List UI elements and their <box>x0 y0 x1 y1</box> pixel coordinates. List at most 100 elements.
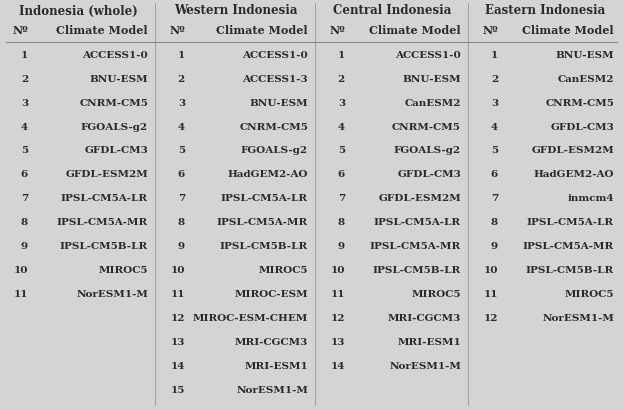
Text: HadGEM2-AO: HadGEM2-AO <box>533 170 614 179</box>
Text: CNRM-CM5: CNRM-CM5 <box>545 98 614 107</box>
Text: 1: 1 <box>491 50 498 59</box>
Text: 10: 10 <box>171 266 185 275</box>
Text: 12: 12 <box>483 314 498 323</box>
Text: 2: 2 <box>338 74 345 83</box>
Text: 11: 11 <box>14 290 28 299</box>
Text: 7: 7 <box>178 194 185 203</box>
Text: CNRM-CM5: CNRM-CM5 <box>239 122 308 131</box>
Text: MIROC5: MIROC5 <box>564 290 614 299</box>
Text: IPSL-CM5A-MR: IPSL-CM5A-MR <box>523 242 614 251</box>
Text: 4: 4 <box>178 122 185 131</box>
Text: 4: 4 <box>21 122 28 131</box>
Text: 3: 3 <box>491 98 498 107</box>
Text: BNU-ESM: BNU-ESM <box>402 74 461 83</box>
Text: GFDL-CM3: GFDL-CM3 <box>84 146 148 155</box>
Text: 5: 5 <box>178 146 185 155</box>
Text: 12: 12 <box>171 314 185 323</box>
Text: 10: 10 <box>330 266 345 275</box>
Text: Climate Model: Climate Model <box>522 25 614 36</box>
Text: 8: 8 <box>178 218 185 227</box>
Text: 14: 14 <box>171 362 185 371</box>
Text: IPSL-CM5A-LR: IPSL-CM5A-LR <box>61 194 148 203</box>
Text: 8: 8 <box>491 218 498 227</box>
Text: BNU-ESM: BNU-ESM <box>555 50 614 59</box>
Text: Nº: Nº <box>169 25 185 36</box>
Text: 9: 9 <box>491 242 498 251</box>
Text: 6: 6 <box>491 170 498 179</box>
Text: Eastern Indonesia: Eastern Indonesia <box>485 4 605 18</box>
Text: MIROC-ESM-CHEM: MIROC-ESM-CHEM <box>193 314 308 323</box>
Text: MRI-ESM1: MRI-ESM1 <box>244 362 308 371</box>
Text: ACCESS1-0: ACCESS1-0 <box>242 50 308 59</box>
Text: FGOALS-g2: FGOALS-g2 <box>394 146 461 155</box>
Text: 1: 1 <box>21 50 28 59</box>
Text: MRI-CGCM3: MRI-CGCM3 <box>235 338 308 347</box>
Text: 3: 3 <box>178 98 185 107</box>
Text: 2: 2 <box>491 74 498 83</box>
Text: MIROC-ESM: MIROC-ESM <box>234 290 308 299</box>
Text: FGOALS-g2: FGOALS-g2 <box>81 122 148 131</box>
Text: Nº: Nº <box>12 25 28 36</box>
Text: Nº: Nº <box>329 25 345 36</box>
Text: IPSL-CM5A-LR: IPSL-CM5A-LR <box>221 194 308 203</box>
Text: Western Indonesia: Western Indonesia <box>174 4 298 18</box>
Text: 6: 6 <box>21 170 28 179</box>
Text: MIROC5: MIROC5 <box>412 290 461 299</box>
Text: Indonesia (whole): Indonesia (whole) <box>19 4 138 18</box>
Text: 11: 11 <box>330 290 345 299</box>
Text: IPSL-CM5A-LR: IPSL-CM5A-LR <box>527 218 614 227</box>
Text: Climate Model: Climate Model <box>369 25 461 36</box>
Text: ACCESS1-0: ACCESS1-0 <box>395 50 461 59</box>
Text: 6: 6 <box>338 170 345 179</box>
Text: Climate Model: Climate Model <box>56 25 148 36</box>
Text: 13: 13 <box>331 338 345 347</box>
Text: IPSL-CM5B-LR: IPSL-CM5B-LR <box>373 266 461 275</box>
Text: 10: 10 <box>483 266 498 275</box>
Text: 12: 12 <box>330 314 345 323</box>
Text: Nº: Nº <box>482 25 498 36</box>
Text: GFDL-ESM2M: GFDL-ESM2M <box>531 146 614 155</box>
Text: MRI-ESM1: MRI-ESM1 <box>397 338 461 347</box>
Text: 15: 15 <box>171 386 185 395</box>
Text: 7: 7 <box>491 194 498 203</box>
Text: Climate Model: Climate Model <box>216 25 308 36</box>
Text: GFDL-CM3: GFDL-CM3 <box>550 122 614 131</box>
Text: GFDL-CM3: GFDL-CM3 <box>397 170 461 179</box>
Text: GFDL-ESM2M: GFDL-ESM2M <box>65 170 148 179</box>
Text: 5: 5 <box>21 146 28 155</box>
Text: 2: 2 <box>178 74 185 83</box>
Text: BNU-ESM: BNU-ESM <box>89 74 148 83</box>
Text: 4: 4 <box>338 122 345 131</box>
Text: Central Indonesia: Central Indonesia <box>333 4 451 18</box>
Text: IPSL-CM5A-MR: IPSL-CM5A-MR <box>57 218 148 227</box>
Text: NorESM1-M: NorESM1-M <box>76 290 148 299</box>
Text: 13: 13 <box>171 338 185 347</box>
Text: HadGEM2-AO: HadGEM2-AO <box>227 170 308 179</box>
Text: CanESM2: CanESM2 <box>558 74 614 83</box>
Text: NorESM1-M: NorESM1-M <box>236 386 308 395</box>
Text: IPSL-CM5A-LR: IPSL-CM5A-LR <box>374 218 461 227</box>
Text: 9: 9 <box>338 242 345 251</box>
Text: MIROC5: MIROC5 <box>259 266 308 275</box>
Text: 5: 5 <box>491 146 498 155</box>
Text: ACCESS1-3: ACCESS1-3 <box>242 74 308 83</box>
Text: BNU-ESM: BNU-ESM <box>249 98 308 107</box>
Text: 9: 9 <box>178 242 185 251</box>
Text: 8: 8 <box>21 218 28 227</box>
Text: IPSL-CM5A-MR: IPSL-CM5A-MR <box>217 218 308 227</box>
Text: 11: 11 <box>483 290 498 299</box>
Text: 1: 1 <box>178 50 185 59</box>
Text: 9: 9 <box>21 242 28 251</box>
Text: 2: 2 <box>21 74 28 83</box>
Text: MIROC5: MIROC5 <box>98 266 148 275</box>
Text: GFDL-ESM2M: GFDL-ESM2M <box>378 194 461 203</box>
Text: IPSL-CM5B-LR: IPSL-CM5B-LR <box>220 242 308 251</box>
Text: CanESM2: CanESM2 <box>404 98 461 107</box>
Text: CNRM-CM5: CNRM-CM5 <box>392 122 461 131</box>
Text: MRI-CGCM3: MRI-CGCM3 <box>388 314 461 323</box>
Text: 4: 4 <box>491 122 498 131</box>
Text: 6: 6 <box>178 170 185 179</box>
Text: 1: 1 <box>338 50 345 59</box>
Text: ACCESS1-0: ACCESS1-0 <box>82 50 148 59</box>
Text: NorESM1-M: NorESM1-M <box>389 362 461 371</box>
